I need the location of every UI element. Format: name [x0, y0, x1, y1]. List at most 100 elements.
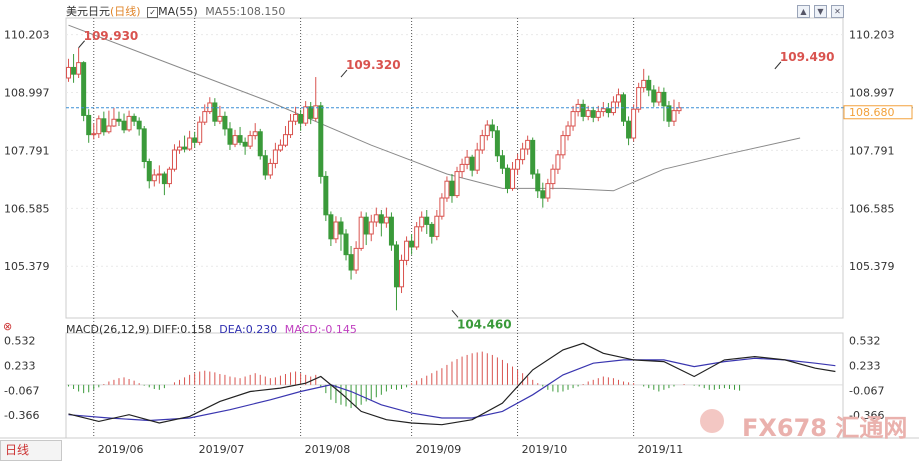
candle-body — [560, 135, 566, 156]
candle-body — [545, 183, 551, 199]
candle-body — [182, 146, 188, 150]
candle-body — [232, 135, 238, 145]
annotation-label: 109.930 — [84, 29, 139, 43]
price-tick-left: 106.585 — [4, 202, 50, 215]
candle-body — [661, 91, 667, 107]
candle-body — [530, 139, 536, 175]
period-tab[interactable]: 日线 — [0, 440, 62, 461]
candle-body — [343, 233, 349, 256]
macd-tick-left: 0.532 — [4, 335, 36, 348]
current-price-tag — [843, 105, 913, 120]
panel-down-button[interactable]: ▼ — [814, 5, 827, 18]
candle-body — [101, 118, 107, 133]
candle-body — [151, 174, 157, 182]
candle-body — [388, 216, 394, 246]
panel-close-button[interactable]: ✕ — [831, 5, 844, 18]
candle-body — [570, 111, 576, 127]
price-tick-right: 108.997 — [849, 87, 895, 100]
candle-body — [106, 125, 112, 133]
current-price-label: 108.680 — [849, 106, 895, 119]
candle-body — [419, 216, 425, 228]
date-tick-label: 2019/10 — [522, 443, 568, 456]
date-tick-label: 2019/11 — [638, 443, 684, 456]
candle-body — [141, 128, 147, 163]
candle-body — [111, 118, 117, 127]
candle-body — [550, 168, 556, 185]
candle-body — [358, 216, 364, 249]
candle-body — [535, 173, 541, 192]
annotation-pointer — [78, 40, 85, 49]
symbol-title: 美元日元(日线) ✓ MA(55) MA55:108.150 — [66, 3, 285, 19]
candle-body — [504, 167, 510, 189]
candle-body — [252, 131, 258, 137]
candle-body — [585, 110, 591, 117]
candle-body — [91, 133, 97, 136]
candle-body — [338, 221, 344, 235]
macd-tick-right: -0.366 — [849, 409, 884, 422]
candle-body — [469, 156, 475, 171]
candle-body — [353, 247, 359, 271]
candle-body — [166, 168, 172, 185]
candle-body — [434, 215, 440, 237]
candle-body — [378, 214, 384, 224]
symbol-name: 美元日元 — [66, 5, 110, 18]
macd-tick-left: 0.233 — [4, 359, 36, 372]
candle-body — [449, 180, 455, 197]
candle-body — [242, 141, 248, 147]
price-tick-right: 107.791 — [849, 144, 895, 157]
candle-body — [525, 139, 531, 150]
candle-body — [363, 216, 369, 235]
candle-body — [76, 62, 82, 75]
candle-body — [333, 221, 339, 240]
macd-tick-left: -0.366 — [4, 409, 39, 422]
candle-body — [177, 146, 183, 151]
macd-diff: DIFF:0.158 — [153, 323, 212, 336]
price-tick-right: 110.203 — [849, 29, 895, 42]
candle-body — [121, 120, 127, 131]
candle-body — [373, 214, 379, 223]
candle-body — [656, 91, 662, 103]
macd-dea: DEA:0.230 — [219, 323, 278, 336]
candle-body — [489, 124, 495, 132]
candle-body — [646, 79, 652, 91]
macd-tick-right: -0.067 — [849, 384, 884, 397]
candle-body — [116, 118, 122, 122]
candle-body — [192, 137, 198, 143]
candle-body — [187, 137, 193, 150]
price-tick-left: 107.791 — [4, 144, 50, 157]
annotation-pointer — [451, 309, 459, 318]
panel-up-button[interactable]: ▲ — [797, 5, 810, 18]
candle-body — [136, 120, 142, 130]
candle-body — [161, 173, 167, 185]
ma-label: MA(55) — [158, 5, 198, 18]
candle-body — [399, 259, 405, 288]
candle-body — [71, 66, 77, 75]
candle-body — [404, 240, 410, 261]
macd-panel-icon[interactable]: ⊗ — [3, 320, 13, 333]
candle-body — [237, 135, 243, 143]
candle-body — [631, 108, 637, 139]
candle-body — [605, 108, 611, 114]
ma55-line — [68, 24, 801, 192]
price-panel-frame — [65, 17, 844, 319]
price-tick-left: 110.203 — [4, 29, 50, 42]
candle-body — [81, 62, 87, 116]
ma-check-icon[interactable]: ✓ — [147, 7, 159, 18]
candle-body — [323, 175, 329, 216]
macd-params: MACD(26,12,9) — [66, 323, 150, 336]
candle-body — [540, 190, 546, 199]
macd-tick-right: 0.233 — [849, 359, 881, 372]
watermark: FX678 汇通网 — [742, 414, 908, 442]
candle-body — [615, 94, 621, 103]
candle-body — [666, 105, 672, 122]
candle-body — [348, 254, 354, 271]
candle-body — [303, 106, 309, 124]
price-tick-left: 105.379 — [4, 260, 50, 273]
candle-body — [277, 144, 283, 151]
candle-body — [308, 106, 314, 119]
candle-body — [383, 216, 389, 224]
candle-body — [267, 162, 273, 176]
candle-body — [257, 131, 263, 157]
candle-body — [414, 226, 420, 248]
